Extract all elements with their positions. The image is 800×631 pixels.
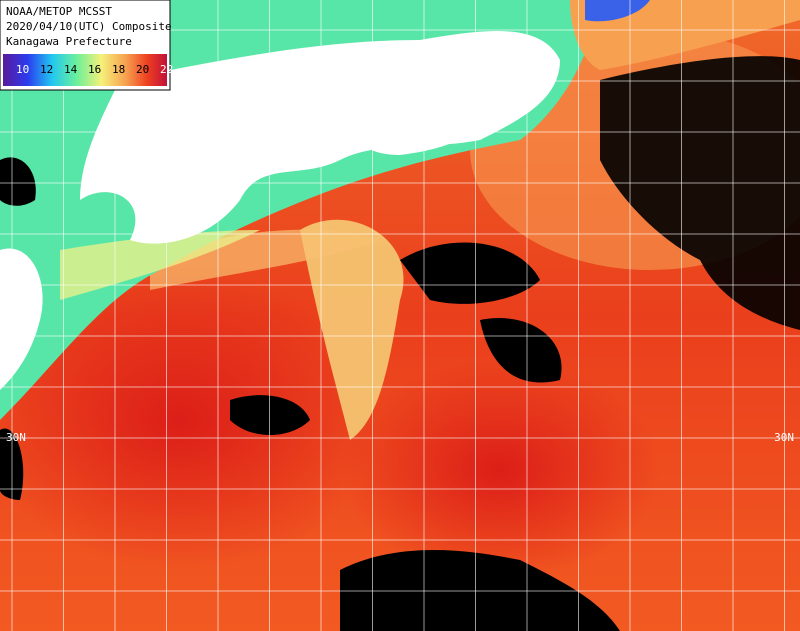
header-line: 2020/04/10(UTC) Composite	[6, 20, 172, 33]
header-line: Kanagawa Prefecture	[6, 35, 132, 48]
color-scale-label: 22	[160, 63, 173, 76]
color-scale-label: 12	[40, 63, 53, 76]
header-line: NOAA/METOP MCSST	[6, 5, 112, 18]
color-scale-label: 10	[16, 63, 29, 76]
color-scale-label: 14	[64, 63, 78, 76]
legend-box: NOAA/METOP MCSST 2020/04/10(UTC) Composi…	[0, 0, 173, 91]
land	[0, 31, 560, 390]
color-scale-labels: 10 12 14 16 18 20 22	[16, 63, 173, 76]
color-scale-label: 16	[88, 63, 101, 76]
color-scale-label: 20	[136, 63, 149, 76]
color-scale-label: 18	[112, 63, 125, 76]
latitude-label: 30N	[6, 431, 26, 444]
color-scale	[3, 54, 167, 86]
latitude-label: 30N	[774, 431, 794, 444]
